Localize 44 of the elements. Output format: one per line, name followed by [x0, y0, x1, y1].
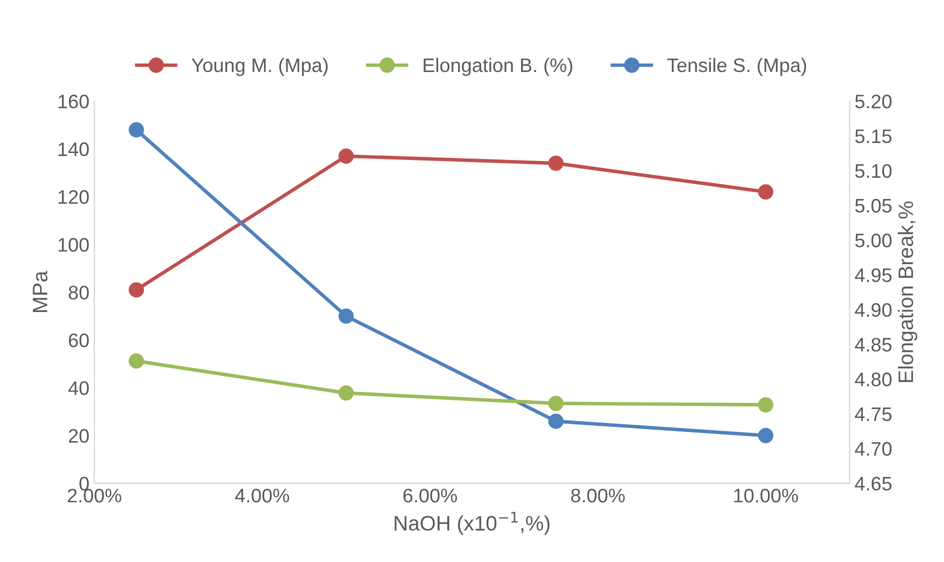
- y2-tick-label: 4.90: [854, 303, 892, 317]
- point: [758, 428, 774, 444]
- point: [338, 385, 354, 401]
- legend-label: Elongation B. (%): [424, 58, 572, 76]
- y-tick-label: 40: [68, 381, 89, 396]
- x-tick-label: 10.00%: [734, 488, 798, 502]
- y-tick-label: 160: [58, 94, 89, 108]
- point: [548, 414, 564, 429]
- y-tick-label: 100: [58, 238, 89, 252]
- y2-tick-label: 4.75: [854, 408, 892, 422]
- x-tick-label: 4.00%: [235, 488, 290, 502]
- legend-label: Tensile S. (Mpa): [667, 58, 806, 76]
- point: [548, 156, 564, 171]
- y2-tick-label: 5.05: [855, 198, 892, 213]
- legend-label: Young M. (Mpa): [192, 58, 328, 76]
- y-tick-label: 140: [58, 142, 89, 156]
- y2-tick-label: 5.15: [855, 130, 892, 144]
- x-tick-label: 6.00%: [403, 488, 457, 502]
- y2-tick-label: 5.00: [855, 234, 892, 248]
- point: [758, 184, 774, 200]
- y-tick-label: 20: [68, 429, 89, 443]
- y-axis-title: MPa: [32, 270, 48, 312]
- point: [338, 148, 354, 164]
- x-tick-label: 2.00%: [68, 488, 122, 502]
- y-tick-label: 80: [68, 286, 89, 300]
- y2-tick-label: 4.65: [854, 476, 892, 491]
- y2-tick-label: 4.95: [854, 268, 892, 282]
- y2-tick-label: 4.70: [854, 442, 892, 456]
- point: [128, 282, 144, 298]
- point: [758, 397, 774, 412]
- y-tick-label: 60: [68, 333, 89, 348]
- y-tick-label: 0: [79, 476, 89, 491]
- y2-tick-label: 4.80: [854, 372, 892, 386]
- y2-tick-label: 5.10: [855, 164, 892, 178]
- y2-axis-title: Elongation Break,%: [898, 201, 918, 382]
- point: [128, 353, 144, 369]
- point: [128, 122, 144, 138]
- x-tick-label: 8.00%: [571, 488, 625, 502]
- point: [548, 396, 564, 412]
- y2-tick-label: 5.20: [855, 94, 892, 108]
- x-axis-title: NaOH (x10$^{−1}$,%): [394, 512, 550, 535]
- point: [338, 308, 354, 324]
- y-tick-label: 120: [58, 190, 89, 204]
- y2-tick-label: 4.85: [854, 338, 892, 352]
